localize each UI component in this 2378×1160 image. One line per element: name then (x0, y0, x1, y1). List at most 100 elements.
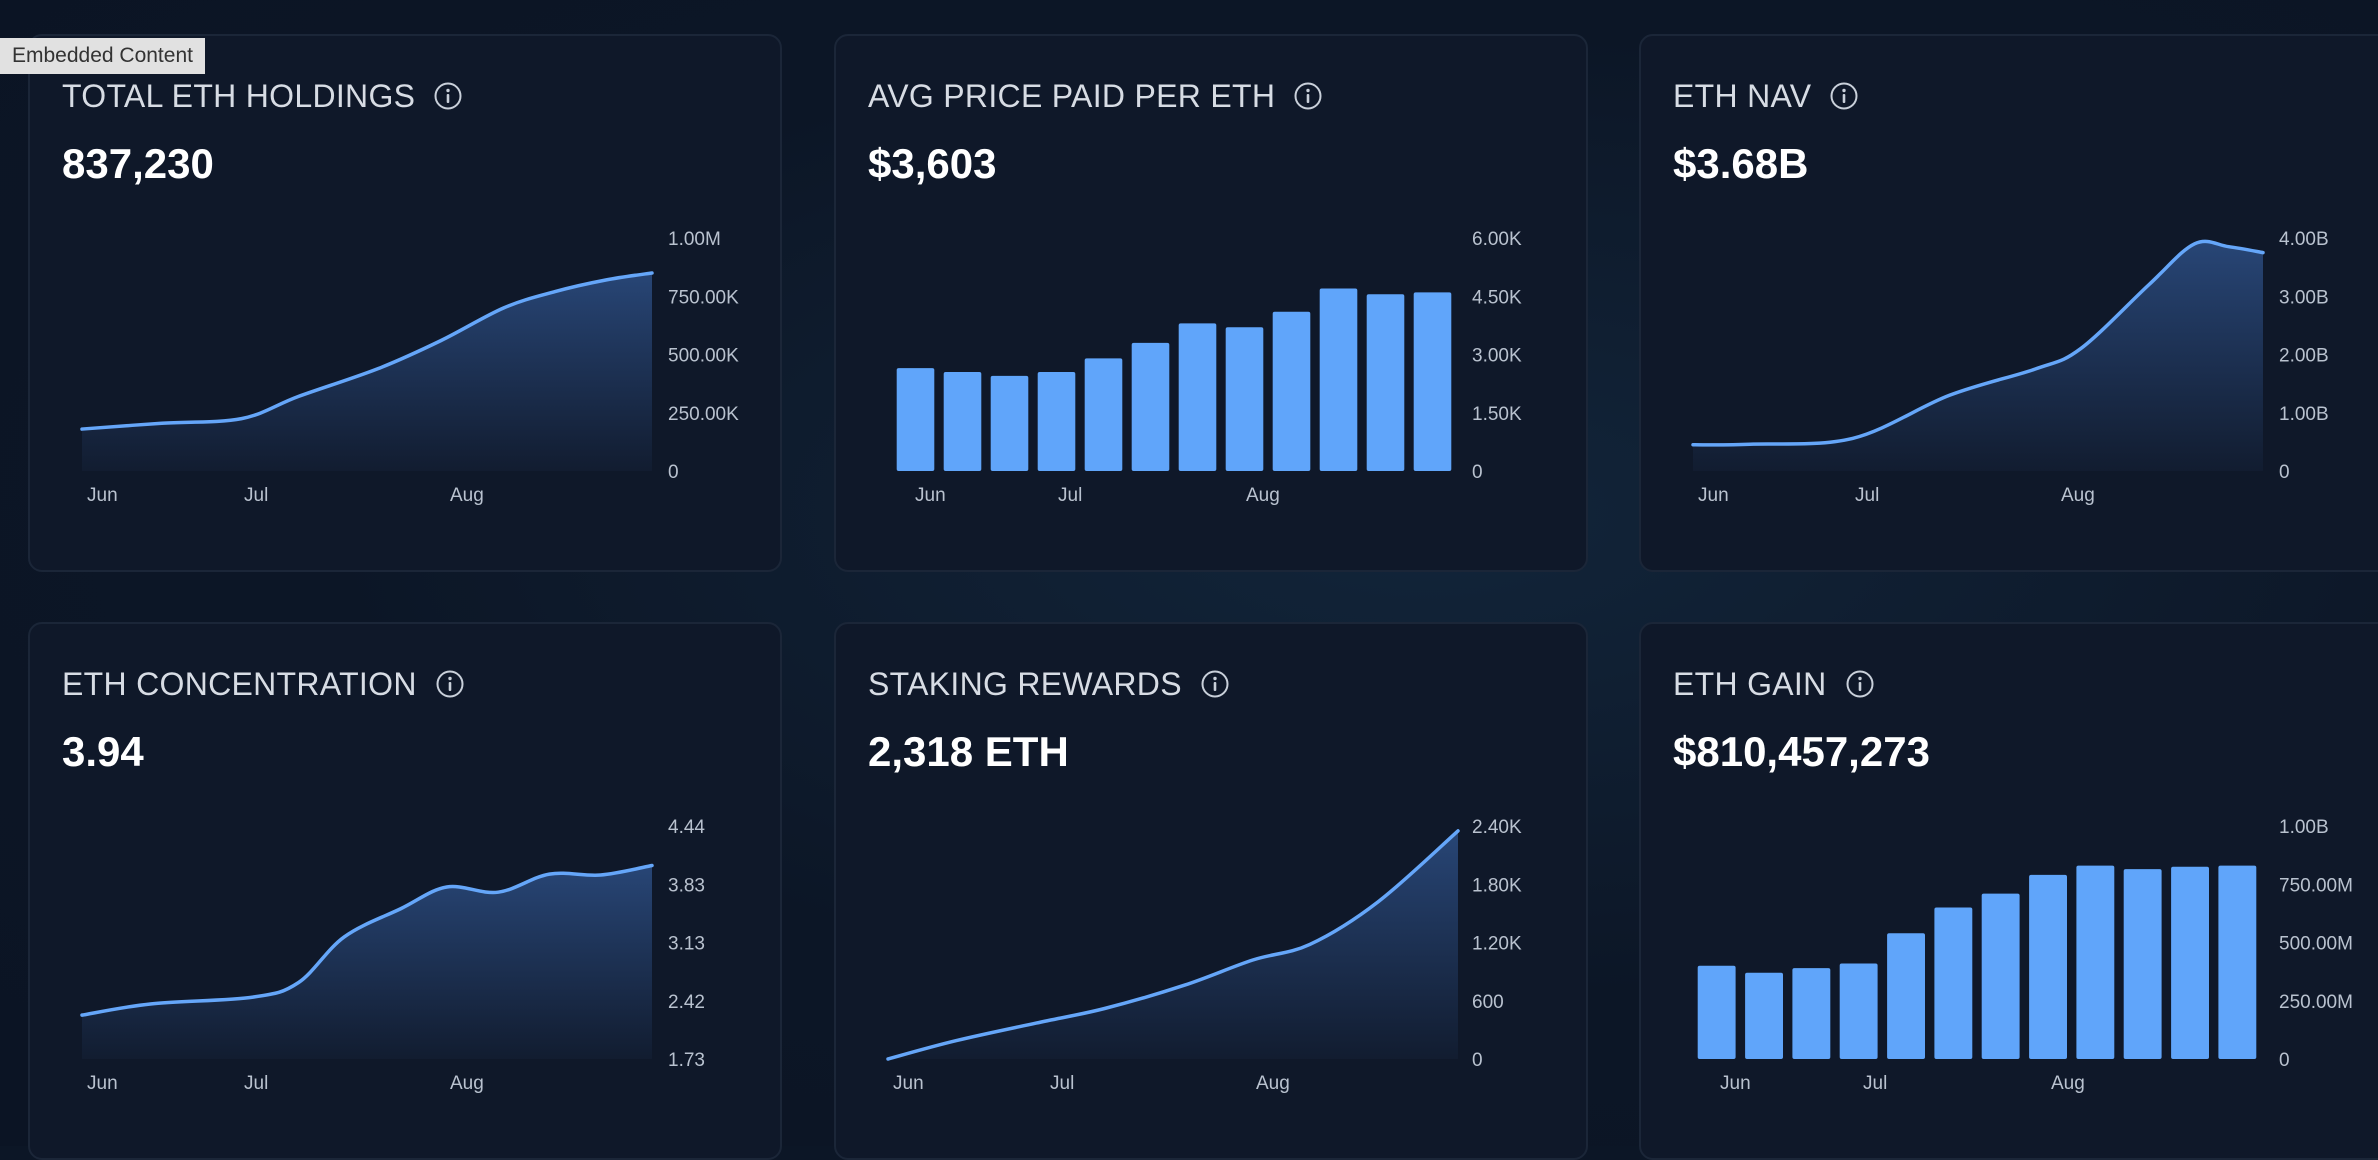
bar (1178, 323, 1217, 471)
y-tick-label: 3.00K (1472, 346, 1522, 367)
x-tick-label: Jun (1698, 485, 1729, 506)
bar (1131, 342, 1170, 471)
card-title-row: ETH CONCENTRATION (62, 662, 465, 706)
bar (2171, 866, 2209, 1059)
x-tick-label: Jun (915, 485, 946, 506)
card-staking-rewards: STAKING REWARDS 2,318 ETH 0 600 1.20K 1.80K… (834, 622, 1588, 1160)
y-tick-label: 4.50K (1472, 287, 1522, 308)
x-tick-label: Aug (2061, 485, 2095, 506)
x-tick-label: Aug (2051, 1073, 2085, 1094)
bar (896, 368, 935, 471)
series-line (1691, 239, 2265, 447)
chart: 1.73 2.42 3.13 3.83 4.44 Jun Jul Aug (80, 817, 705, 1094)
chart: 0 250.00M 500.00M 750.00M 1.00B Jun Jul Aug (1697, 817, 2353, 1094)
series-line (886, 829, 1460, 1061)
y-tick-label: 750.00K (668, 287, 739, 308)
y-tick-label: 1.00M (668, 229, 721, 250)
x-tick-label: Jun (87, 485, 118, 506)
card-eth-gain: ETH GAIN $810,457,273 0 250.00M 500.00M 750… (1639, 622, 2378, 1160)
chart: 0 600 1.20K 1.80K 2.40K Jun Jul Aug (886, 817, 1522, 1094)
y-tick-label: 0 (1472, 462, 1483, 483)
x-tick-label: Jul (244, 1073, 268, 1094)
y-tick-label: 0 (2279, 462, 2290, 483)
bar (1319, 288, 1358, 471)
bar (1934, 907, 1973, 1059)
y-tick-label: 750.00M (2279, 875, 2353, 896)
info-icon[interactable] (433, 81, 463, 111)
x-tick-label: Aug (1256, 1073, 1290, 1094)
bar (2076, 865, 2115, 1059)
chart: 0 1.50K 3.00K 4.50K 6.00K Jun Jul Aug (896, 229, 1522, 506)
card-title: ETH NAV (1673, 77, 1812, 114)
y-tick-label: 3.13 (668, 934, 705, 955)
card-value: $3,603 (868, 140, 997, 187)
y-tick-label: 3.83 (668, 875, 705, 896)
y-tick-label: 500.00M (2279, 934, 2353, 955)
chart: 0 250.00K 500.00K 750.00K 1.00M Jun Jul Aug (80, 229, 739, 506)
embedded-content-label: Embedded Content (0, 38, 205, 74)
y-tick-label: 3.00B (2279, 287, 2329, 308)
bar (1745, 972, 1783, 1059)
y-tick-label: 1.80K (1472, 875, 1522, 896)
x-tick-label: Aug (450, 1073, 484, 1094)
card-title-row: TOTAL ETH HOLDINGS (62, 74, 463, 118)
x-tick-label: Jul (1863, 1073, 1887, 1094)
y-tick-label: 2.00B (2279, 346, 2329, 367)
bar (2029, 874, 2067, 1059)
info-icon[interactable] (435, 669, 465, 699)
card-avg-price-paid: AVG PRICE PAID PER ETH $3,603 0 1.50K 3.00… (834, 34, 1588, 572)
card-title: TOTAL ETH HOLDINGS (62, 77, 416, 114)
card-title: STAKING REWARDS (868, 665, 1182, 702)
y-tick-label: 1.00B (2279, 404, 2329, 425)
series-line (80, 271, 654, 431)
y-tick-label: 6.00K (1472, 229, 1522, 250)
area-fill (82, 865, 652, 1059)
x-tick-label: Aug (1246, 485, 1280, 506)
y-tick-label: 0 (668, 462, 679, 483)
card-value: 837,230 (62, 140, 214, 187)
bar (1272, 311, 1311, 471)
bar (1697, 965, 1736, 1059)
x-tick-label: Jul (1058, 485, 1082, 506)
chart: 0 1.00B 2.00B 3.00B 4.00B Jun Jul Aug (1691, 229, 2329, 506)
bar (1037, 372, 1076, 471)
card-title-row: STAKING REWARDS (868, 662, 1230, 706)
y-tick-label: 1.00B (2279, 817, 2329, 838)
info-icon[interactable] (1200, 669, 1230, 699)
x-tick-label: Jun (1720, 1073, 1751, 1094)
y-tick-label: 1.20K (1472, 934, 1522, 955)
bar (1981, 893, 2020, 1059)
x-tick-label: Jun (87, 1073, 118, 1094)
y-tick-label: 1.50K (1472, 404, 1522, 425)
bar (943, 372, 982, 471)
info-icon[interactable] (1293, 81, 1323, 111)
info-icon[interactable] (1845, 669, 1875, 699)
y-tick-label: 1.73 (668, 1050, 705, 1071)
y-tick-label: 2.42 (668, 992, 705, 1013)
card-title-row: ETH NAV (1673, 74, 1859, 118)
x-tick-label: Jul (244, 485, 268, 506)
x-tick-label: Jul (1050, 1073, 1074, 1094)
card-title-row: ETH GAIN (1673, 662, 1875, 706)
bar (1084, 358, 1123, 471)
y-tick-label: 4.00B (2279, 229, 2329, 250)
card-value: $810,457,273 (1673, 728, 1930, 775)
card-value: 3.94 (62, 728, 144, 775)
y-tick-label: 600 (1472, 992, 1504, 1013)
card-eth-nav: ETH NAV $3.68B 0 1.00B 2.00B 3.00B 4.00B Jun J… (1639, 34, 2378, 572)
card-value: $3.68B (1673, 140, 1809, 187)
area-fill (1693, 241, 2263, 471)
card-title: ETH GAIN (1673, 665, 1827, 702)
y-tick-label: 2.40K (1472, 817, 1522, 838)
card-title-row: AVG PRICE PAID PER ETH (868, 74, 1323, 118)
bar (1413, 292, 1452, 471)
bar (1887, 933, 1925, 1059)
info-icon[interactable] (1829, 81, 1859, 111)
y-tick-label: 4.44 (668, 817, 705, 838)
bar (1366, 294, 1405, 471)
bar (2123, 869, 2162, 1059)
y-tick-label: 0 (2279, 1050, 2290, 1071)
x-tick-label: Jul (1855, 485, 1879, 506)
bar (1225, 327, 1264, 471)
x-tick-label: Jun (893, 1073, 924, 1094)
